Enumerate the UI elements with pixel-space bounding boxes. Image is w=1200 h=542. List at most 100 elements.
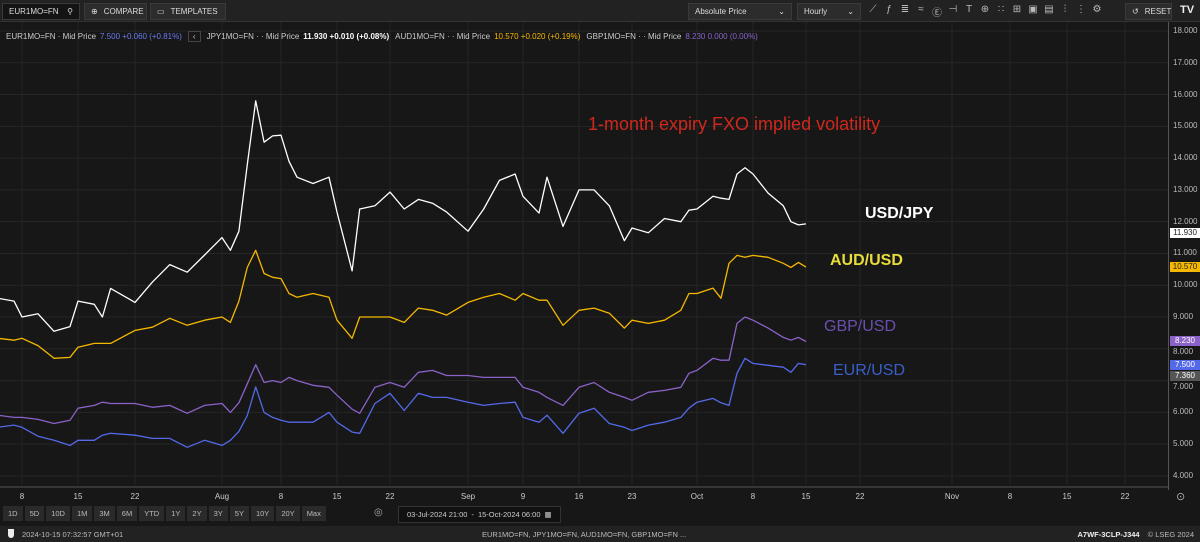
x-tick-label: Sep bbox=[460, 492, 476, 501]
price-axis[interactable]: 18.000 17.000 16.000 15.000 14.000 13.000 12.0… bbox=[1168, 22, 1200, 490]
period-button-5y[interactable]: 5Y bbox=[229, 506, 249, 521]
text-icon[interactable]: T bbox=[965, 4, 973, 15]
x-tick-label: 15 bbox=[73, 492, 83, 501]
toolbar: EUR1MO=FN ⚲ ⊕ COMPARE ▭ TEMPLATES Absolute … bbox=[0, 0, 1200, 22]
reset-button[interactable]: ↺ RESET bbox=[1125, 3, 1172, 20]
last-price-label-audusd: 10.570 bbox=[1170, 262, 1200, 273]
chevron-down-icon: ⌄ bbox=[847, 7, 854, 16]
y-tick-label: 10.000 bbox=[1173, 280, 1198, 290]
x-tick-label: 22 bbox=[130, 492, 140, 501]
interval-dropdown[interactable]: Hourly ⌄ bbox=[797, 3, 861, 20]
compare-label: COMPARE bbox=[103, 7, 144, 16]
waves-icon[interactable]: ≈ bbox=[918, 4, 924, 15]
series-label-gbpusd: GBP/USD bbox=[824, 318, 897, 335]
x-tick-label: Oct bbox=[690, 492, 704, 501]
zoom-icon[interactable]: ⊕ bbox=[980, 4, 990, 15]
status-bar: 2024-10-15 07:32:57 GMT+01 EUR1MO=FN, JP… bbox=[0, 526, 1200, 542]
period-button-1m[interactable]: 1M bbox=[71, 506, 93, 521]
legend-item-eur: EUR1MO=FN · Mid Price 7.500 +0.060 (+0.81… bbox=[6, 32, 182, 41]
period-button-1y[interactable]: 1Y bbox=[166, 506, 186, 521]
date-range-input[interactable]: 03-Jul-2024 21:00 - 15-Oct-2024 06:00 ▦ bbox=[398, 506, 561, 523]
price-type-dropdown[interactable]: Absolute Price ⌄ bbox=[688, 3, 792, 20]
y-tick-label: 5.000 bbox=[1173, 439, 1194, 449]
chart-canvas[interactable] bbox=[0, 0, 1168, 490]
y-tick-label: 17.000 bbox=[1173, 57, 1198, 67]
legend-symbol: JPY1MO=FN bbox=[206, 32, 254, 41]
legend-item-aud: AUD1MO=FN · · Mid Price 10.570 +0.020 (+0… bbox=[395, 32, 580, 41]
period-button-20y[interactable]: 20Y bbox=[276, 506, 300, 521]
legend-item-jpy: JPY1MO=FN · · Mid Price 11.930 +0.010 (+0… bbox=[207, 32, 390, 41]
y-tick-label: 8.000 bbox=[1173, 347, 1194, 357]
symbol-search-input[interactable]: EUR1MO=FN ⚲ bbox=[2, 3, 80, 20]
range-to: 15-Oct-2024 06:00 bbox=[477, 510, 541, 519]
x-tick-label: 8 bbox=[19, 492, 25, 501]
timestamp: 2024-10-15 07:32:57 GMT+01 bbox=[22, 530, 124, 539]
bars-icon[interactable]: ≣ bbox=[900, 4, 910, 15]
range-from: 03-Jul-2024 21:00 bbox=[407, 510, 468, 519]
legend-value: 10.570 bbox=[494, 32, 519, 41]
shield-icon bbox=[8, 529, 14, 538]
magnet-icon[interactable]: ∷ bbox=[997, 4, 1005, 15]
period-button-1d[interactable]: 1D bbox=[3, 506, 23, 521]
templates-button[interactable]: ▭ TEMPLATES bbox=[150, 3, 226, 20]
folder-icon: ▭ bbox=[157, 7, 165, 16]
save-icon[interactable]: ▤ bbox=[1044, 4, 1054, 15]
x-tick-label: 8 bbox=[278, 492, 284, 501]
legend-symbol: GBP1MO=FN bbox=[586, 32, 636, 41]
period-button-6m[interactable]: 6M bbox=[116, 506, 138, 521]
y-tick-label: 18.000 bbox=[1173, 26, 1198, 35]
layout-icon[interactable]: ▣ bbox=[1028, 4, 1038, 15]
x-tick-label: 15 bbox=[332, 492, 342, 501]
period-button-10y[interactable]: 10Y bbox=[250, 506, 275, 521]
series-label-audusd: AUD/USD bbox=[830, 252, 903, 269]
x-tick-label: 8 bbox=[750, 492, 756, 501]
symbol-value: EUR1MO=FN bbox=[9, 7, 59, 16]
indicators-icon[interactable]: ƒ bbox=[886, 4, 892, 15]
legend: EUR1MO=FN · Mid Price 7.500 +0.060 (+0.81… bbox=[6, 31, 758, 42]
chart-title: 1-month expiry FXO implied volatility bbox=[588, 114, 881, 134]
period-button-5d[interactable]: 5D bbox=[24, 506, 45, 521]
period-button-max[interactable]: Max bbox=[301, 506, 326, 521]
series-line-eurusd bbox=[0, 357, 807, 448]
compare-icon: ⊕ bbox=[91, 7, 98, 16]
x-tick-label: 9 bbox=[520, 492, 526, 501]
legend-field: · · Mid Price bbox=[638, 32, 682, 41]
last-price-label-gbpusd: 8.230 bbox=[1170, 336, 1200, 347]
x-tick-label: 22 bbox=[1120, 492, 1130, 501]
legend-field: · · Mid Price bbox=[446, 32, 491, 41]
range-separator: - bbox=[471, 510, 474, 519]
currency-icon[interactable]: Ⓔ bbox=[932, 8, 942, 19]
legend-value: 8.230 bbox=[685, 32, 706, 41]
y-tick-label: 7.000 bbox=[1173, 381, 1194, 391]
calendar-icon[interactable]: ▦ bbox=[544, 510, 552, 519]
x-tick-label: 23 bbox=[627, 492, 637, 501]
period-settings-icon[interactable]: ◎ bbox=[374, 507, 383, 518]
period-button-3y[interactable]: 3Y bbox=[208, 506, 228, 521]
crosshair-icon[interactable]: ⊣ bbox=[948, 4, 958, 15]
x-tick-label: 22 bbox=[385, 492, 395, 501]
copyright: © LSEG 2024 bbox=[1147, 530, 1194, 539]
legend-symbol: AUD1MO=FN bbox=[395, 32, 445, 41]
instrument-list: EUR1MO=FN, JPY1MO=FN, AUD1MO=FN, GBP1MO=… bbox=[482, 530, 687, 539]
legend-field: · · Mid Price bbox=[256, 32, 300, 41]
compare-chart-icon[interactable]: ⫶ bbox=[1063, 4, 1067, 15]
series-label-eurusd: EUR/USD bbox=[833, 362, 906, 379]
y-tick-label: 15.000 bbox=[1173, 121, 1198, 131]
last-price-label-usdjpy: 11.930 bbox=[1170, 227, 1200, 238]
period-button-ytd[interactable]: YTD bbox=[139, 506, 165, 521]
table-icon[interactable]: ⊞ bbox=[1012, 4, 1022, 15]
period-button-10d[interactable]: 10D bbox=[46, 506, 70, 521]
collapse-legend-button[interactable]: ‹ bbox=[187, 31, 201, 42]
legend-item-gbp: GBP1MO=FN · · Mid Price 8.230 0.000 (0.00… bbox=[586, 32, 757, 41]
line-chart-icon[interactable]: ⟋ bbox=[869, 4, 877, 15]
legend-change: 0.000 (0.00%) bbox=[707, 32, 758, 41]
period-button-3m[interactable]: 3M bbox=[94, 506, 115, 521]
period-button-2y[interactable]: 2Y bbox=[187, 506, 207, 521]
templates-label: TEMPLATES bbox=[170, 7, 218, 16]
compare-button[interactable]: ⊕ COMPARE bbox=[84, 3, 147, 20]
axis-settings-icon[interactable]: ⊙ bbox=[1176, 491, 1186, 503]
x-tick-label: 15 bbox=[1062, 492, 1072, 501]
more-icon[interactable]: ⋮ bbox=[1076, 4, 1086, 15]
x-tick-label: 16 bbox=[574, 492, 584, 501]
settings-icon[interactable]: ⚙ bbox=[1092, 4, 1102, 15]
